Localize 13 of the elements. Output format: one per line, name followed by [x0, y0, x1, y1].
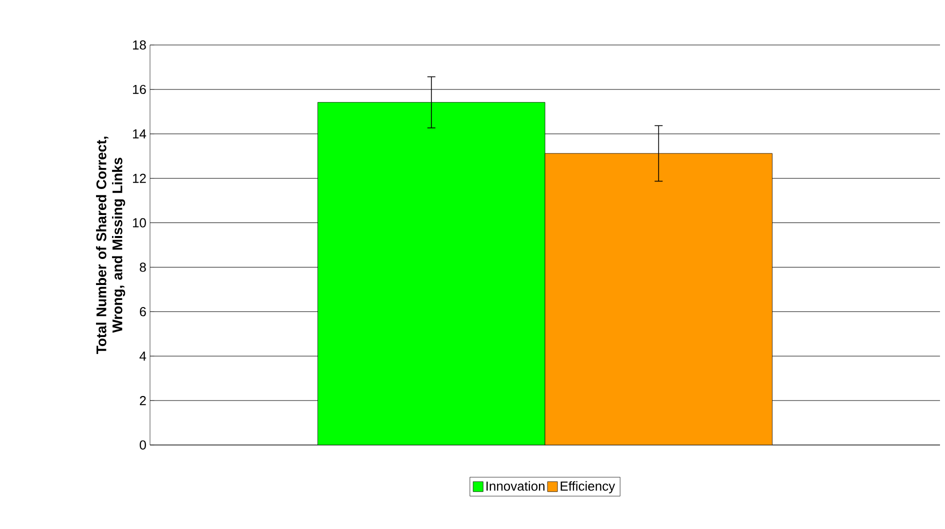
y-tick-label: 16: [133, 84, 146, 94]
y-tick-label: 2: [140, 396, 146, 406]
y-tick-label: 8: [140, 262, 146, 272]
y-tick-label: 14: [133, 129, 146, 138]
y-axis-title: Total Number of Shared Correct, Wrong, and Missing Links: [96, 136, 126, 354]
y-tick-label: 18: [133, 40, 146, 50]
y-tick-label: 12: [133, 174, 146, 183]
y-tick-label: 10: [133, 218, 146, 228]
legend-label: Innovation: [486, 481, 544, 491]
y-tick-label: 6: [140, 307, 146, 316]
y-tick-label: 0: [140, 440, 146, 450]
y-tick-label: 4: [140, 352, 146, 361]
legend-label: Efficiency: [560, 481, 616, 494]
